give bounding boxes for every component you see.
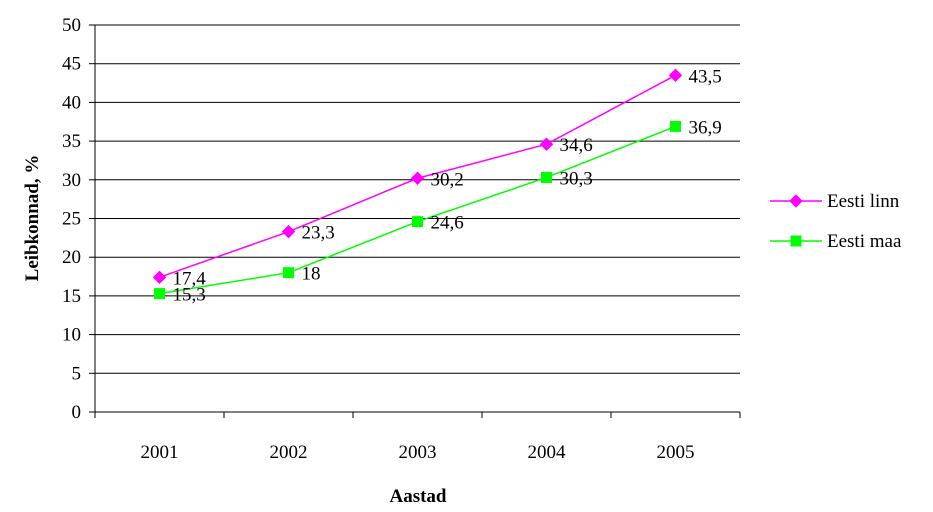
y-tick-labels: 0 5 10 15 20 25 30 35 40 45 50 bbox=[62, 15, 81, 423]
legend-label: Eesti linn bbox=[827, 191, 900, 212]
x-tick-label: 2003 bbox=[399, 442, 437, 463]
data-labels: 17,4 23,3 30,2 34,6 43,5 15,3 18 24,6 30,3 36,9 bbox=[173, 66, 722, 305]
data-point bbox=[412, 216, 423, 228]
data-point bbox=[283, 267, 294, 279]
gridlines bbox=[95, 24, 740, 374]
axes bbox=[89, 24, 741, 418]
series-line bbox=[159, 125, 676, 295]
y-tick-label: 45 bbox=[62, 54, 81, 75]
y-tick-label: 10 bbox=[62, 325, 81, 346]
y-tick-label: 5 bbox=[72, 363, 82, 384]
y-tick-label: 35 bbox=[62, 131, 81, 152]
y-tick-label: 15 bbox=[62, 286, 81, 307]
series bbox=[152, 68, 683, 300]
legend-item: Eesti maa bbox=[770, 231, 902, 252]
data-point bbox=[154, 288, 165, 300]
y-tick-label: 25 bbox=[62, 209, 81, 230]
legend-marker bbox=[790, 235, 802, 247]
y-tick-label: 40 bbox=[62, 92, 81, 113]
data-label: 30,2 bbox=[431, 169, 464, 190]
data-label: 43,5 bbox=[689, 66, 722, 87]
data-label: 34,6 bbox=[560, 135, 593, 156]
data-label: 15,3 bbox=[173, 285, 206, 306]
x-axis-title: Aastad bbox=[389, 486, 446, 507]
data-label: 23,3 bbox=[302, 223, 335, 244]
x-tick-label: 2001 bbox=[141, 442, 179, 463]
data-label: 36,9 bbox=[689, 117, 722, 138]
data-point bbox=[281, 224, 296, 239]
y-tick-label: 30 bbox=[62, 170, 81, 191]
data-point bbox=[539, 137, 554, 151]
data-point bbox=[152, 270, 167, 285]
data-point bbox=[541, 171, 552, 183]
data-label: 24,6 bbox=[431, 213, 464, 234]
x-tick-label: 2002 bbox=[270, 442, 308, 463]
legend: Eesti linn Eesti maa bbox=[770, 191, 902, 252]
x-tick-label: 2005 bbox=[657, 442, 695, 463]
data-label: 18 bbox=[302, 264, 321, 285]
x-tick-labels: 2001 2002 2003 2004 2005 bbox=[141, 442, 695, 463]
x-tick-label: 2004 bbox=[528, 442, 567, 463]
data-point bbox=[668, 68, 683, 83]
y-tick-label: 50 bbox=[62, 15, 81, 36]
legend-marker bbox=[789, 194, 803, 208]
data-label: 30,3 bbox=[560, 168, 593, 189]
legend-item: Eesti linn bbox=[770, 191, 900, 212]
data-label: 17,4 bbox=[173, 268, 207, 289]
data-point bbox=[410, 171, 425, 185]
legend-label: Eesti maa bbox=[827, 231, 902, 252]
y-tick-label: 0 bbox=[72, 402, 82, 423]
y-tick-label: 20 bbox=[62, 247, 81, 268]
y-axis-title: Leibkonnad, % bbox=[22, 155, 43, 282]
data-point bbox=[670, 120, 681, 132]
